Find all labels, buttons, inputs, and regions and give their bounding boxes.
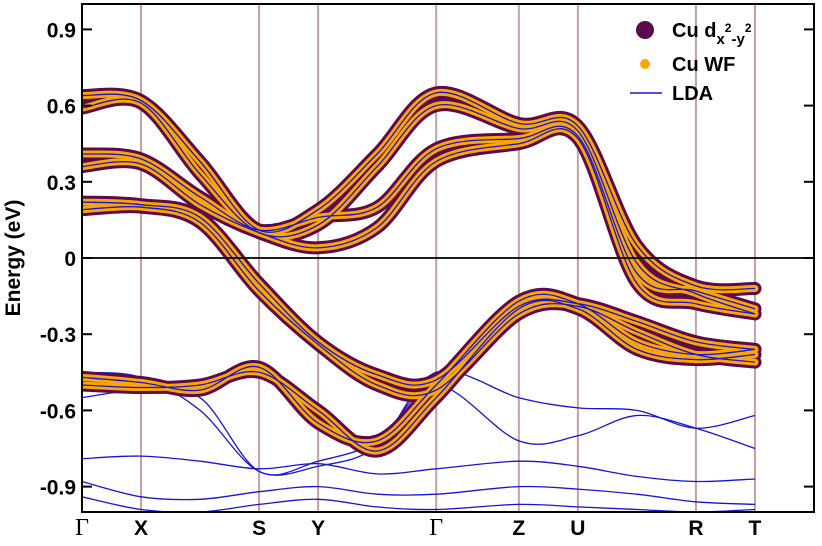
legend-entry: Cu WF xyxy=(640,54,735,76)
x-tick-label: Y xyxy=(311,517,325,540)
x-tick-label: S xyxy=(252,517,266,540)
lda-band-overlay xyxy=(82,293,756,444)
lda-band-overlay xyxy=(82,128,756,315)
x-tick-label: Z xyxy=(512,517,525,540)
lda-band-overlay xyxy=(82,125,756,310)
x-tick-label: T xyxy=(749,517,762,540)
legend-symbol-cu-wf xyxy=(640,59,650,69)
x-tick-label: R xyxy=(688,517,703,540)
y-tick-label: -0.6 xyxy=(40,400,76,423)
bands-layer xyxy=(82,85,762,512)
lda-band xyxy=(82,455,756,483)
y-tick-label: 0 xyxy=(64,248,76,271)
lda-band xyxy=(82,480,756,506)
lda-band xyxy=(82,384,756,476)
y-tick-label: 0.3 xyxy=(47,172,76,195)
lda-band-overlay xyxy=(82,98,756,315)
legend-symbol-cu-d xyxy=(636,21,654,39)
y-tick-label: -0.9 xyxy=(40,477,76,500)
lda-band-overlay xyxy=(82,91,756,291)
y-tick-label: 0.9 xyxy=(47,19,76,42)
lda-band-overlay xyxy=(82,205,756,397)
legend-entry: LDA xyxy=(630,83,713,105)
lda-band xyxy=(82,496,756,512)
x-tick-label: Γ xyxy=(429,515,443,541)
y-tick-label: 0.6 xyxy=(47,96,76,119)
x-tick-label: Γ xyxy=(75,515,89,541)
x-tick-label: X xyxy=(134,517,148,540)
legend-label: Cu WF xyxy=(672,54,735,76)
lda-band-overlay xyxy=(82,201,756,386)
lda-band-overlay xyxy=(82,299,756,452)
legend-label: LDA xyxy=(672,83,713,105)
y-axis-label: Energy (eV) xyxy=(2,200,25,317)
y-tick-label: -0.3 xyxy=(40,324,76,347)
x-tick-label: U xyxy=(570,517,585,540)
y-axis-ticks: 0.9 0.6 0.3 0 -0.3 -0.6 -0.9 xyxy=(40,19,814,500)
